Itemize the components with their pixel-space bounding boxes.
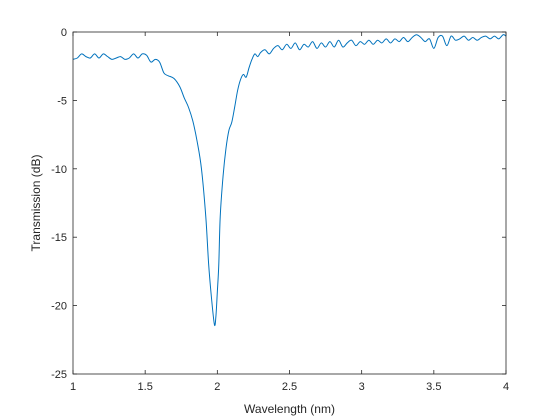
y-axis-label: Transmission (dB) (29, 155, 43, 252)
x-axis-ticks: 1 1.5 2 2.5 3 3.5 4 (70, 32, 509, 393)
x-tick-label: 3 (359, 381, 365, 393)
y-tick-label: -20 (51, 301, 67, 313)
y-tick-label: -25 (51, 369, 67, 381)
x-tick-label: 1.5 (138, 381, 153, 393)
x-tick-label: 3.5 (426, 381, 441, 393)
x-tick-label: 2.5 (282, 381, 297, 393)
y-tick-label: -15 (51, 232, 67, 244)
y-tick-label: 0 (61, 27, 67, 39)
x-tick-label: 2 (214, 381, 220, 393)
x-axis-label: Wavelength (nm) (244, 402, 335, 416)
x-tick-label: 1 (70, 381, 76, 393)
y-tick-label: -10 (51, 164, 67, 176)
x-tick-label: 4 (503, 381, 509, 393)
plot-area-background (73, 32, 506, 374)
series-line (72, 34, 507, 326)
y-tick-label: -5 (57, 95, 67, 107)
plot-area-border (72, 31, 507, 375)
